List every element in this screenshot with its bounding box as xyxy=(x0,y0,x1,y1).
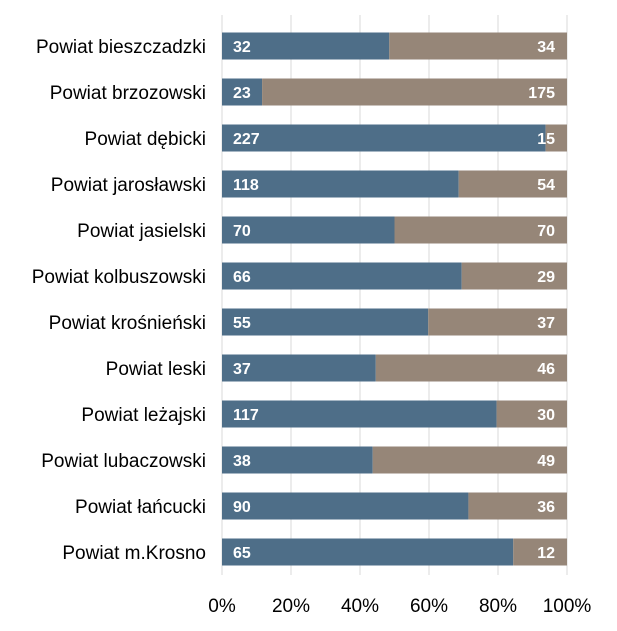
gridlines xyxy=(221,15,568,575)
bar-segment-second xyxy=(262,78,567,106)
bar-segment-second xyxy=(545,124,567,152)
category-label: Powiat bieszczadzki xyxy=(36,37,206,58)
x-tick-label: 20% xyxy=(272,596,310,617)
bar-segment-first xyxy=(222,170,459,198)
bars: 32 34 23 175 227 15 118 54 70 70 66 29 55 37 37 46 117 30… xyxy=(222,32,567,566)
data-label-first: 55 xyxy=(233,315,251,332)
data-label-first: 117 xyxy=(233,407,259,424)
data-label-first: 66 xyxy=(233,269,251,286)
category-label: Powiat dębicki xyxy=(85,129,206,150)
data-label-second: 46 xyxy=(537,361,555,378)
data-label-first: 38 xyxy=(233,453,251,470)
data-label-first: 227 xyxy=(233,131,260,148)
bar-segment-first xyxy=(222,262,462,290)
category-label: Powiat krośnieński xyxy=(49,313,206,334)
data-label-first: 90 xyxy=(233,499,251,516)
data-label-second: 15 xyxy=(537,131,555,148)
data-label-second: 29 xyxy=(537,269,555,286)
data-label-second: 54 xyxy=(537,177,555,194)
x-tick-label: 40% xyxy=(341,596,379,617)
category-label: Powiat leżajski xyxy=(81,405,206,426)
bar-segment-first xyxy=(222,78,263,106)
data-label-second: 175 xyxy=(528,85,555,102)
bar-segment-first xyxy=(222,538,514,566)
bar-segment-first xyxy=(222,308,429,336)
data-label-second: 70 xyxy=(537,223,555,240)
bar-segment-second xyxy=(428,308,567,336)
bar-segment-second xyxy=(389,32,567,60)
bar-segment-second xyxy=(394,216,567,244)
category-labels: Powiat bieszczadzki Powiat brzozowski Powi… xyxy=(32,37,206,564)
x-tick-label: 60% xyxy=(410,596,448,617)
bar-segment-second xyxy=(375,354,567,382)
bar-segment-second xyxy=(372,446,567,474)
bar-segment-first xyxy=(222,216,395,244)
x-axis-ticks: 0% 20% 40% 60% 80% 100% xyxy=(208,596,591,617)
x-tick-label: 80% xyxy=(479,596,517,617)
data-label-first: 37 xyxy=(233,361,251,378)
bar-segment-first xyxy=(222,492,469,520)
bar-segment-first xyxy=(222,354,376,382)
category-label: Powiat kolbuszowski xyxy=(32,267,206,288)
bar-segment-second xyxy=(461,262,567,290)
x-tick-label: 100% xyxy=(543,596,592,617)
category-label: Powiat jasielski xyxy=(77,221,206,242)
data-label-first: 65 xyxy=(233,545,251,562)
x-tick-label: 0% xyxy=(208,596,236,617)
data-label-second: 49 xyxy=(537,453,555,470)
data-label-second: 12 xyxy=(537,545,555,562)
bar-segment-second xyxy=(458,170,567,198)
bar-segment-second xyxy=(513,538,567,566)
data-label-first: 23 xyxy=(233,85,251,102)
bar-segment-first xyxy=(222,32,390,60)
category-label: Powiat m.Krosno xyxy=(62,543,206,564)
bar-segment-second xyxy=(468,492,567,520)
data-label-second: 34 xyxy=(537,39,555,56)
data-label-first: 118 xyxy=(233,177,259,194)
category-label: Powiat leski xyxy=(106,359,206,380)
category-label: Powiat łańcucki xyxy=(75,497,206,518)
data-label-first: 70 xyxy=(233,223,251,240)
category-label: Powiat brzozowski xyxy=(50,83,206,104)
bar-segment-second xyxy=(496,400,567,428)
category-label: Powiat jarosławski xyxy=(51,175,206,196)
data-label-second: 37 xyxy=(537,315,555,332)
category-label: Powiat lubaczowski xyxy=(41,451,206,472)
bar-segment-first xyxy=(222,400,497,428)
data-label-second: 30 xyxy=(537,407,555,424)
data-label-first: 32 xyxy=(233,39,251,56)
bar-segment-first xyxy=(222,124,546,152)
data-label-second: 36 xyxy=(537,499,555,516)
bar-segment-first xyxy=(222,446,373,474)
